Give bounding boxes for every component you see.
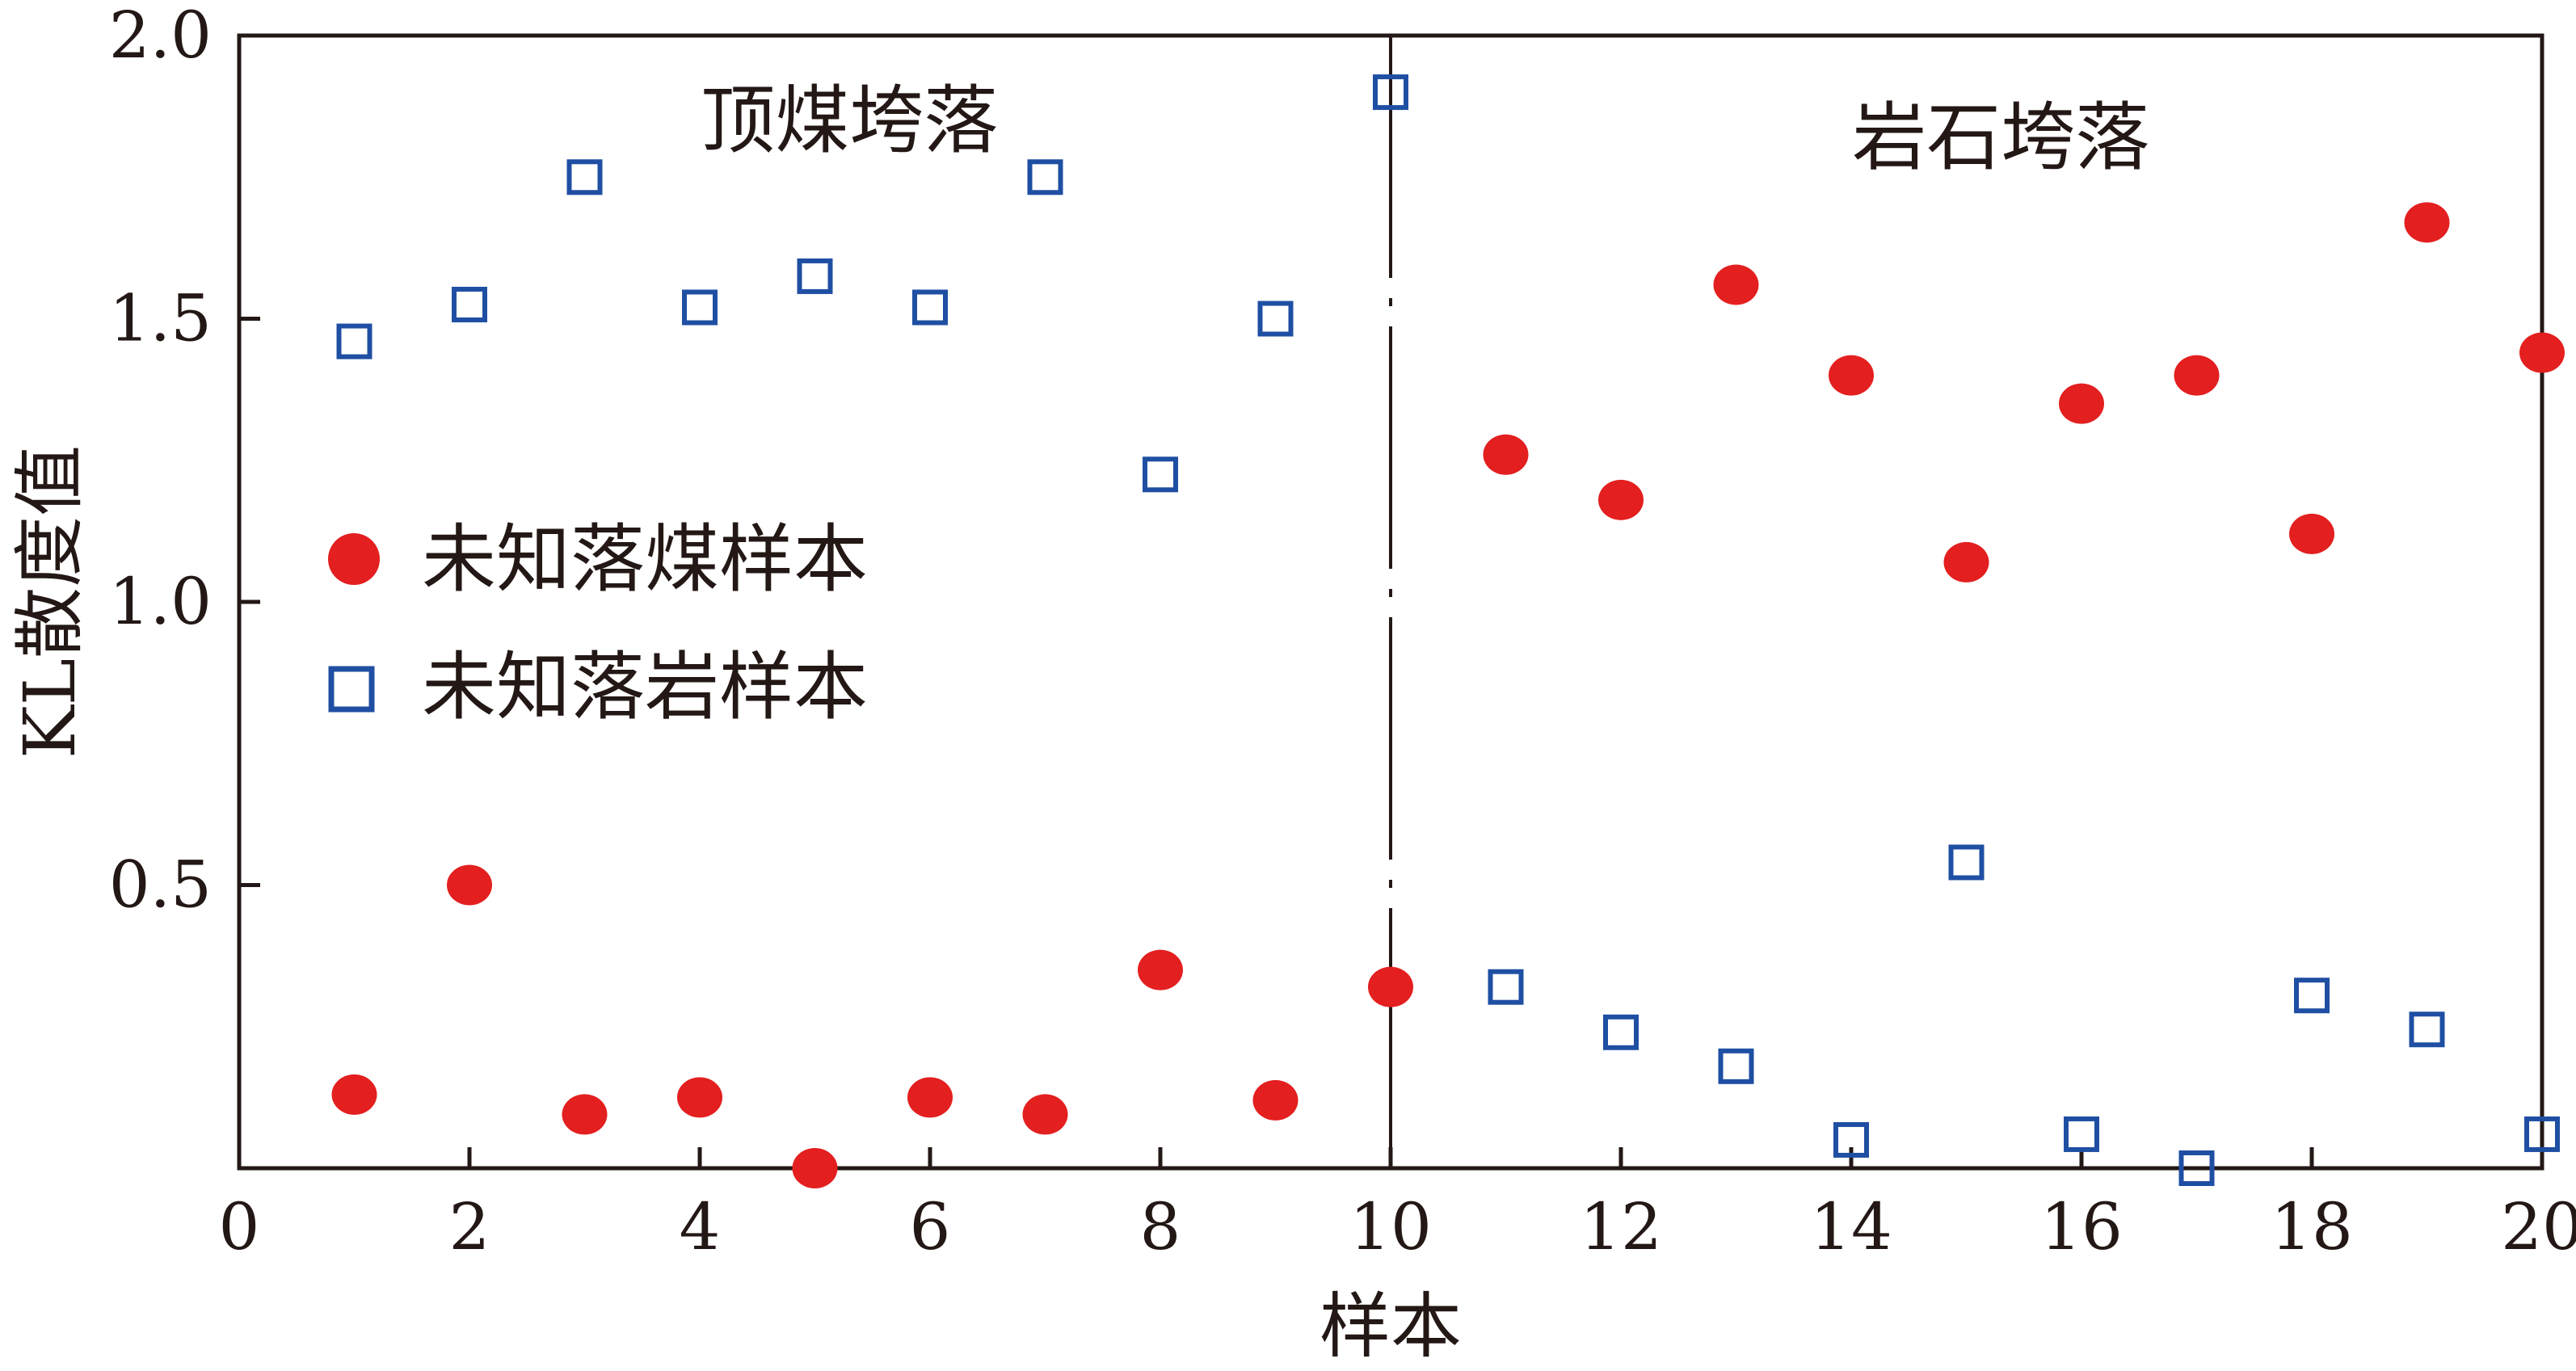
y-axis-title: KL散度值 <box>8 445 91 759</box>
y-tick-label: 0.5 <box>109 847 212 923</box>
data-point-coal <box>331 1074 377 1115</box>
data-point-coal <box>2519 332 2565 373</box>
region-label: 顶煤垮落 <box>701 78 998 164</box>
legend: 未知落煤样本 未知落岩样本 <box>328 516 868 730</box>
x-tick-label: 6 <box>910 1189 951 1264</box>
data-point-rock <box>1948 844 1985 881</box>
x-axis-title: 样本 <box>1320 1285 1462 1367</box>
data-point-coal <box>1483 434 1529 475</box>
data-point-coal <box>1138 949 1183 990</box>
data-point-rock <box>1257 301 1294 337</box>
data-point-coal <box>792 1148 838 1188</box>
data-point-rock <box>1718 1048 1754 1084</box>
data-point-coal <box>677 1077 722 1118</box>
data-point-rock <box>797 258 833 294</box>
data-point-coal <box>1368 966 1413 1007</box>
data-point-rock <box>2409 1011 2445 1048</box>
region-label: 岩石垮落 <box>1852 95 2149 181</box>
x-tick-label: 2 <box>449 1189 490 1264</box>
data-point-rock <box>682 289 718 326</box>
x-tick-label: 12 <box>1580 1189 1662 1264</box>
x-tick-label: 0 <box>219 1189 260 1264</box>
x-tick-label: 18 <box>2271 1189 2353 1264</box>
data-point-rock <box>2294 978 2330 1014</box>
data-point-rock <box>1488 969 1524 1005</box>
data-point-coal <box>1713 264 1759 305</box>
y-tick-label: 2.0 <box>109 0 212 73</box>
data-point-coal <box>1829 355 1874 396</box>
x-tick-label: 4 <box>680 1189 721 1264</box>
data-point-coal <box>2059 383 2104 424</box>
data-point-rock <box>912 289 948 326</box>
y-tick-label: 1.0 <box>109 564 212 639</box>
data-point-rock <box>2064 1116 2099 1152</box>
data-point-coal <box>1252 1079 1299 1121</box>
data-point-rock <box>1027 159 1063 196</box>
data-point-coal <box>2289 513 2334 554</box>
data-point-coal <box>907 1077 953 1118</box>
tick-layer: 0 2 4 6 8 10 12 14 16 18 20 0.5 1.0 1.5 2.0 <box>109 0 2576 1264</box>
x-tick-label: 20 <box>2501 1189 2576 1264</box>
data-point-coal <box>2404 202 2450 243</box>
data-point-coal <box>1943 541 1989 582</box>
data-point-rock <box>336 323 373 360</box>
y-tick-label: 1.5 <box>109 281 212 356</box>
legend-marker-rock <box>328 666 375 713</box>
legend-label-rock: 未知落岩样本 <box>422 644 868 730</box>
x-tick-label: 14 <box>1810 1189 1892 1264</box>
data-point-coal <box>562 1094 608 1135</box>
data-point-rock <box>1833 1121 1869 1158</box>
data-point-rock <box>452 286 487 322</box>
marks-layer <box>331 74 2565 1188</box>
data-point-coal <box>1598 479 1644 520</box>
data-point-rock <box>2178 1150 2215 1186</box>
x-tick-label: 8 <box>1140 1189 1181 1264</box>
data-point-rock <box>1373 74 1408 111</box>
data-point-coal <box>447 864 492 906</box>
data-point-rock <box>2524 1116 2560 1152</box>
x-tick-label: 10 <box>1349 1189 1432 1264</box>
legend-marker-coal <box>328 533 380 585</box>
data-point-rock <box>1143 456 1178 493</box>
data-point-coal <box>2174 355 2220 396</box>
annotation-layer: 顶煤垮落 岩石垮落 <box>701 78 2149 181</box>
data-point-rock <box>1603 1014 1639 1050</box>
data-point-rock <box>566 159 603 196</box>
legend-label-coal: 未知落煤样本 <box>422 516 868 603</box>
x-tick-label: 16 <box>2040 1189 2123 1264</box>
data-point-coal <box>1022 1094 1068 1135</box>
